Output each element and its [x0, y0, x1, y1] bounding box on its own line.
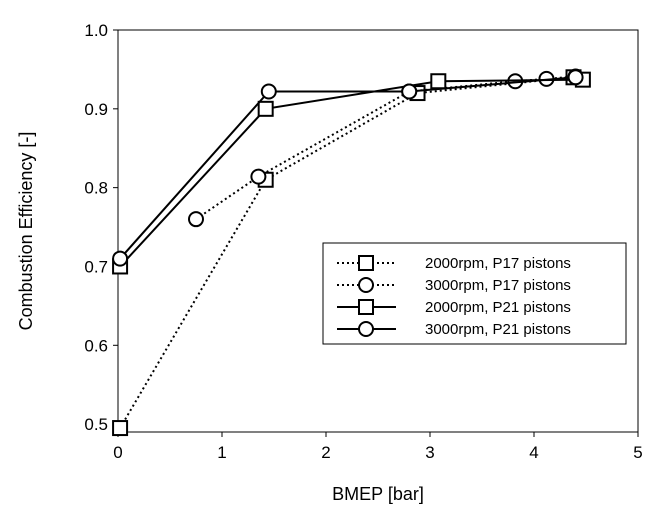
square-marker [430, 73, 447, 90]
y-tick-label: 1.0 [84, 21, 108, 40]
series-line [119, 78, 583, 268]
x-axis-title: BMEP [bar] [332, 484, 424, 504]
legend: 2000rpm, P17 pistons 3000rpm, P17 pistons… [322, 242, 627, 345]
plot-frame [117, 29, 639, 433]
x-tick-label: 3 [425, 443, 434, 462]
x-tick-label: 5 [633, 443, 642, 462]
circle-marker [260, 83, 277, 100]
circle-marker [567, 69, 584, 86]
series-line [119, 76, 574, 429]
series-line [119, 76, 576, 260]
legend-square-marker [358, 299, 374, 315]
x-tick-label: 4 [529, 443, 538, 462]
legend-label: 3000rpm, P21 pistons [425, 321, 571, 338]
legend-label: 2000rpm, P21 pistons [425, 299, 571, 316]
legend-label: 2000rpm, P17 pistons [425, 255, 571, 272]
legend-circle-marker [358, 277, 374, 293]
y-tick-label: 0.5 [84, 415, 108, 434]
y-axis-title: Combustion Efficiency [-] [16, 132, 36, 331]
legend-circle-marker [358, 321, 374, 337]
circle-marker [188, 211, 204, 228]
y-tick-label: 0.8 [84, 179, 108, 198]
x-tick-label: 0 [113, 443, 122, 462]
legend-square-marker [358, 255, 374, 271]
y-tick-label: 0.6 [84, 336, 108, 355]
series-layer [112, 68, 591, 437]
series-4 [112, 69, 584, 267]
series-line [195, 75, 576, 221]
circle-marker [250, 168, 267, 185]
legend-label: 3000rpm, P17 pistons [425, 277, 571, 294]
square-marker [112, 420, 129, 437]
circle-marker [112, 250, 129, 267]
axis-ticks: 0 1 2 3 4 5 0.5 0.6 0.7 0.8 0.9 1.0 [84, 21, 642, 462]
x-tick-label: 1 [217, 443, 226, 462]
circle-marker [401, 83, 418, 100]
y-tick-label: 0.9 [84, 100, 108, 119]
square-marker [257, 100, 274, 117]
y-tick-label: 0.7 [84, 257, 108, 276]
series-2 [188, 68, 584, 228]
x-tick-label: 2 [321, 443, 330, 462]
